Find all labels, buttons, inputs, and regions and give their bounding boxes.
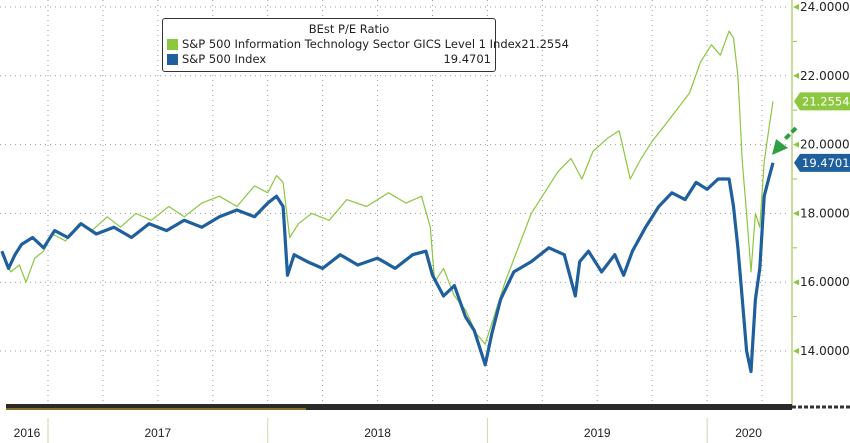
y-tick-mark [793,72,799,79]
legend-value: 19.4701 [443,52,491,66]
legend-label: S&P 500 Information Technology Sector GI… [182,37,522,51]
last-value-label: 19.4701 [802,156,850,170]
legend-swatch-green [167,39,178,50]
grid [0,0,790,404]
x-tick-label: 2020 [735,426,762,440]
y-tick-label: 20.0000 [800,138,850,152]
sp500-index-line [0,162,775,374]
legend-item-sp500: S&P 500 Index 19.4701 [167,52,491,67]
y-tick-label: 22.0000 [800,69,850,83]
y-tick-mark [793,210,799,217]
y-tick-mark [793,4,799,10]
y-tick-label: 16.0000 [800,275,850,289]
legend-item-it-sector: S&P 500 Information Technology Sector GI… [167,37,569,52]
y-tick-label: 18.0000 [800,206,850,220]
x-tick-label: 2019 [584,426,611,440]
time-scrollbar[interactable] [6,404,792,410]
it-sector-line [1,30,774,345]
y-tick-label: 24.0000 [800,0,850,14]
y-tick-mark [793,141,799,148]
time-scrollbar-highlight [6,408,306,410]
legend-label: S&P 500 Index [182,52,267,66]
sp500-last-value-tag: 19.4701 [794,153,850,172]
y-tick-mark [793,279,799,286]
x-tick-label: 2018 [364,426,391,440]
legend-title: BEst P/E Ratio [308,22,390,36]
y-tick-mark [793,348,799,354]
series-lines [0,30,775,374]
y-tick-label: 14.0000 [800,344,850,358]
legend: BEst P/E Ratio S&P 500 Information Techn… [162,18,569,72]
it-last-value-tag: 21.2554 [794,92,850,111]
x-axis: 2016 2017 2018 2019 2020 [14,418,762,443]
y-axis: 14.0000 16.0000 18.0000 20.0000 22.0000 24.00… [793,0,850,358]
x-tick-label: 2017 [144,426,171,440]
legend-value: 21.2554 [521,37,569,51]
last-value-tags: 21.2554 19.4701 [794,92,850,172]
x-tick-label: 2016 [14,426,41,440]
legend-swatch-blue [167,54,178,65]
last-value-label: 21.2554 [802,94,850,108]
green-arrow-icon [772,126,798,155]
